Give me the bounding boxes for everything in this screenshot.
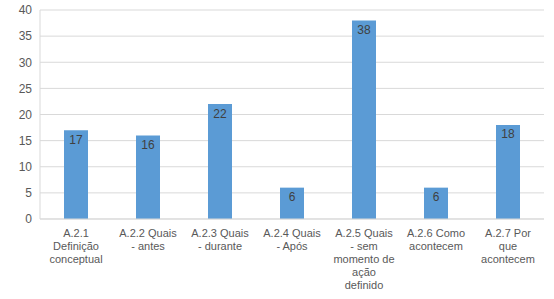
svg-text:15: 15	[19, 134, 33, 148]
svg-text:A.2.5 Quais- semmomento deação: A.2.5 Quais- semmomento deaçãodefinido	[333, 227, 394, 291]
svg-text:38: 38	[357, 23, 371, 37]
svg-text:A.2.3 Quais- durante: A.2.3 Quais- durante	[191, 227, 249, 252]
svg-text:22: 22	[213, 107, 227, 121]
svg-text:5: 5	[25, 186, 32, 200]
svg-text:6: 6	[289, 190, 296, 204]
svg-text:40: 40	[19, 3, 33, 17]
svg-text:16: 16	[141, 138, 155, 152]
svg-text:6: 6	[433, 190, 440, 204]
svg-text:25: 25	[19, 82, 33, 96]
svg-text:17: 17	[69, 133, 83, 147]
svg-text:A.2.2 Quais- antes: A.2.2 Quais- antes	[119, 227, 177, 252]
svg-text:30: 30	[19, 56, 33, 70]
svg-text:A.2.4 Quais- Após: A.2.4 Quais- Após	[263, 227, 321, 252]
svg-text:10: 10	[19, 160, 33, 174]
svg-text:35: 35	[19, 29, 33, 43]
svg-text:A.2.7 Porqueacontecem: A.2.7 Porqueacontecem	[481, 227, 535, 265]
svg-text:A.2.1Definiçãoconceptual: A.2.1Definiçãoconceptual	[49, 227, 102, 265]
svg-text:20: 20	[19, 108, 33, 122]
svg-text:18: 18	[501, 127, 515, 141]
svg-text:0: 0	[25, 212, 32, 226]
svg-text:A.2.6 Comoacontecem: A.2.6 Comoacontecem	[407, 227, 465, 252]
